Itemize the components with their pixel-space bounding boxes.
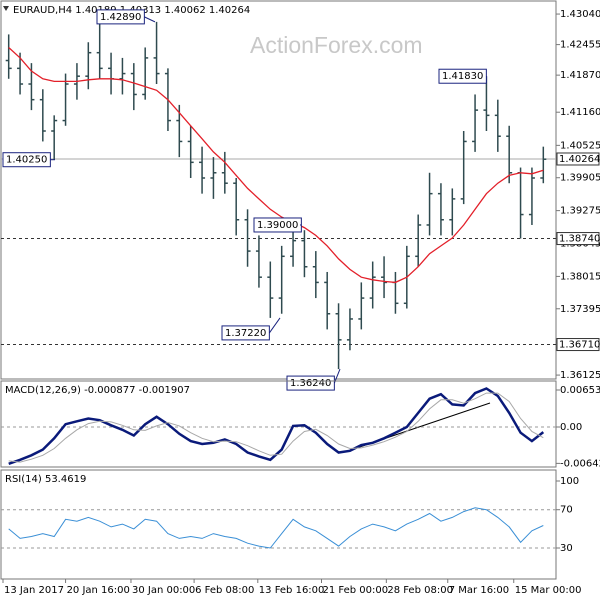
y-tick-label: 70 xyxy=(560,505,573,516)
x-tick-label: 28 Feb 08:00 xyxy=(387,585,453,596)
moving-average xyxy=(8,47,544,284)
level-label: 1.36710 xyxy=(559,340,600,351)
y-tick-label: 1.42455 xyxy=(560,40,600,51)
y-tick-label: 0.00 xyxy=(560,422,582,433)
level-label-box xyxy=(556,152,600,166)
panel-frame xyxy=(0,0,557,380)
level-label: 1.40264 xyxy=(559,154,600,165)
annotation-label: 1.37220 xyxy=(225,328,266,339)
annotation-label: 1.36240 xyxy=(290,378,331,389)
x-tick-label: 15 Mar 00:00 xyxy=(515,585,582,596)
level-label: 1.38740 xyxy=(559,234,600,245)
x-tick-label: 13 Feb 16:00 xyxy=(259,585,325,596)
annotation-connector xyxy=(144,16,156,23)
x-tick-label: 30 Jan 00:00 xyxy=(132,585,195,596)
y-tick-label: 1.41870 xyxy=(560,70,600,81)
y-tick-label: 1.41160 xyxy=(560,107,600,118)
annotation-connector xyxy=(485,75,488,78)
panel-frame xyxy=(0,469,557,580)
x-tick-label: 7 Mar 16:00 xyxy=(449,585,509,596)
indicator-line xyxy=(8,507,544,549)
x-tick-label: 21 Feb 00:00 xyxy=(323,585,389,596)
x-tick-label: 13 Jan 2017 xyxy=(4,585,64,596)
panel-frame xyxy=(0,380,557,468)
x-tick-label: 20 Jan 16:00 xyxy=(67,585,130,596)
y-tick-label: 1.37395 xyxy=(560,304,600,315)
title-icon xyxy=(3,6,9,11)
y-tick-label: 1.39275 xyxy=(560,206,600,217)
level-label-box xyxy=(556,338,600,352)
indicator-line xyxy=(8,387,545,465)
annotation-label: 1.42890 xyxy=(100,12,141,23)
panel-title: RSI(14) 53.4619 xyxy=(5,474,86,485)
y-tick-label: 1.40525 xyxy=(560,140,600,151)
y-tick-label: 100 xyxy=(560,476,579,487)
annotation-label: 1.40250 xyxy=(6,155,47,166)
y-tick-label: 30 xyxy=(560,543,573,554)
annotation-label: 1.41830 xyxy=(442,71,483,82)
annotation-label: 1.39000 xyxy=(257,220,298,231)
y-tick-label: 1.43040 xyxy=(560,9,600,20)
y-tick-label: -0.006429 xyxy=(560,458,600,469)
annotation-connector xyxy=(268,317,281,334)
y-tick-label: 1.36125 xyxy=(560,370,600,381)
panel-title: MACD(12,26,9) -0.000877 -0.001907 xyxy=(5,385,190,396)
y-tick-label: 0.006537 xyxy=(560,385,600,396)
y-tick-label: 1.38015 xyxy=(560,271,600,282)
indicator-line xyxy=(8,392,544,463)
x-tick-label: 6 Feb 08:00 xyxy=(195,585,254,596)
watermark: ActionForex.com xyxy=(250,32,423,58)
level-label-box xyxy=(556,232,600,246)
y-tick-label: 1.39905 xyxy=(560,173,600,184)
